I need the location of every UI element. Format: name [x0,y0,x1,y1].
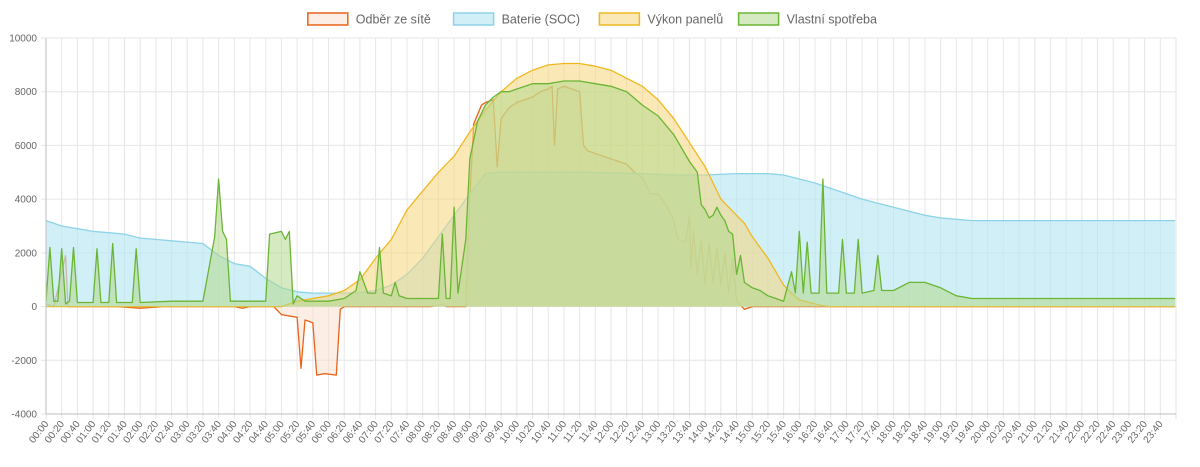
chart-legend: Odběr ze sítě Baterie (SOC) Výkon panelů Vl… [307,12,877,27]
series-layer [45,62,1176,376]
legend-label: Výkon panelů [647,13,723,27]
y-tick-label: 2000 [15,248,38,259]
legend-swatch [598,12,641,26]
series-line [45,80,1176,305]
legend-swatch [737,12,780,26]
y-tick-label: -2000 [11,356,37,367]
y-tick-label: 4000 [15,195,38,206]
y-tick-label: 8000 [15,87,38,98]
legend-label: Baterie (SOC) [502,13,580,27]
series-area [46,81,1176,307]
legend-label: Vlastní spotřeba [787,13,877,27]
legend-swatch [452,12,495,26]
legend-swatch [307,12,349,26]
y-tick-label: -4000 [11,410,37,421]
y-tick-label: 6000 [15,141,38,152]
legend-label: Odběr ze sítě [356,13,431,27]
y-tick-label: 0 [31,302,37,313]
y-tick-label: 10000 [9,34,37,45]
